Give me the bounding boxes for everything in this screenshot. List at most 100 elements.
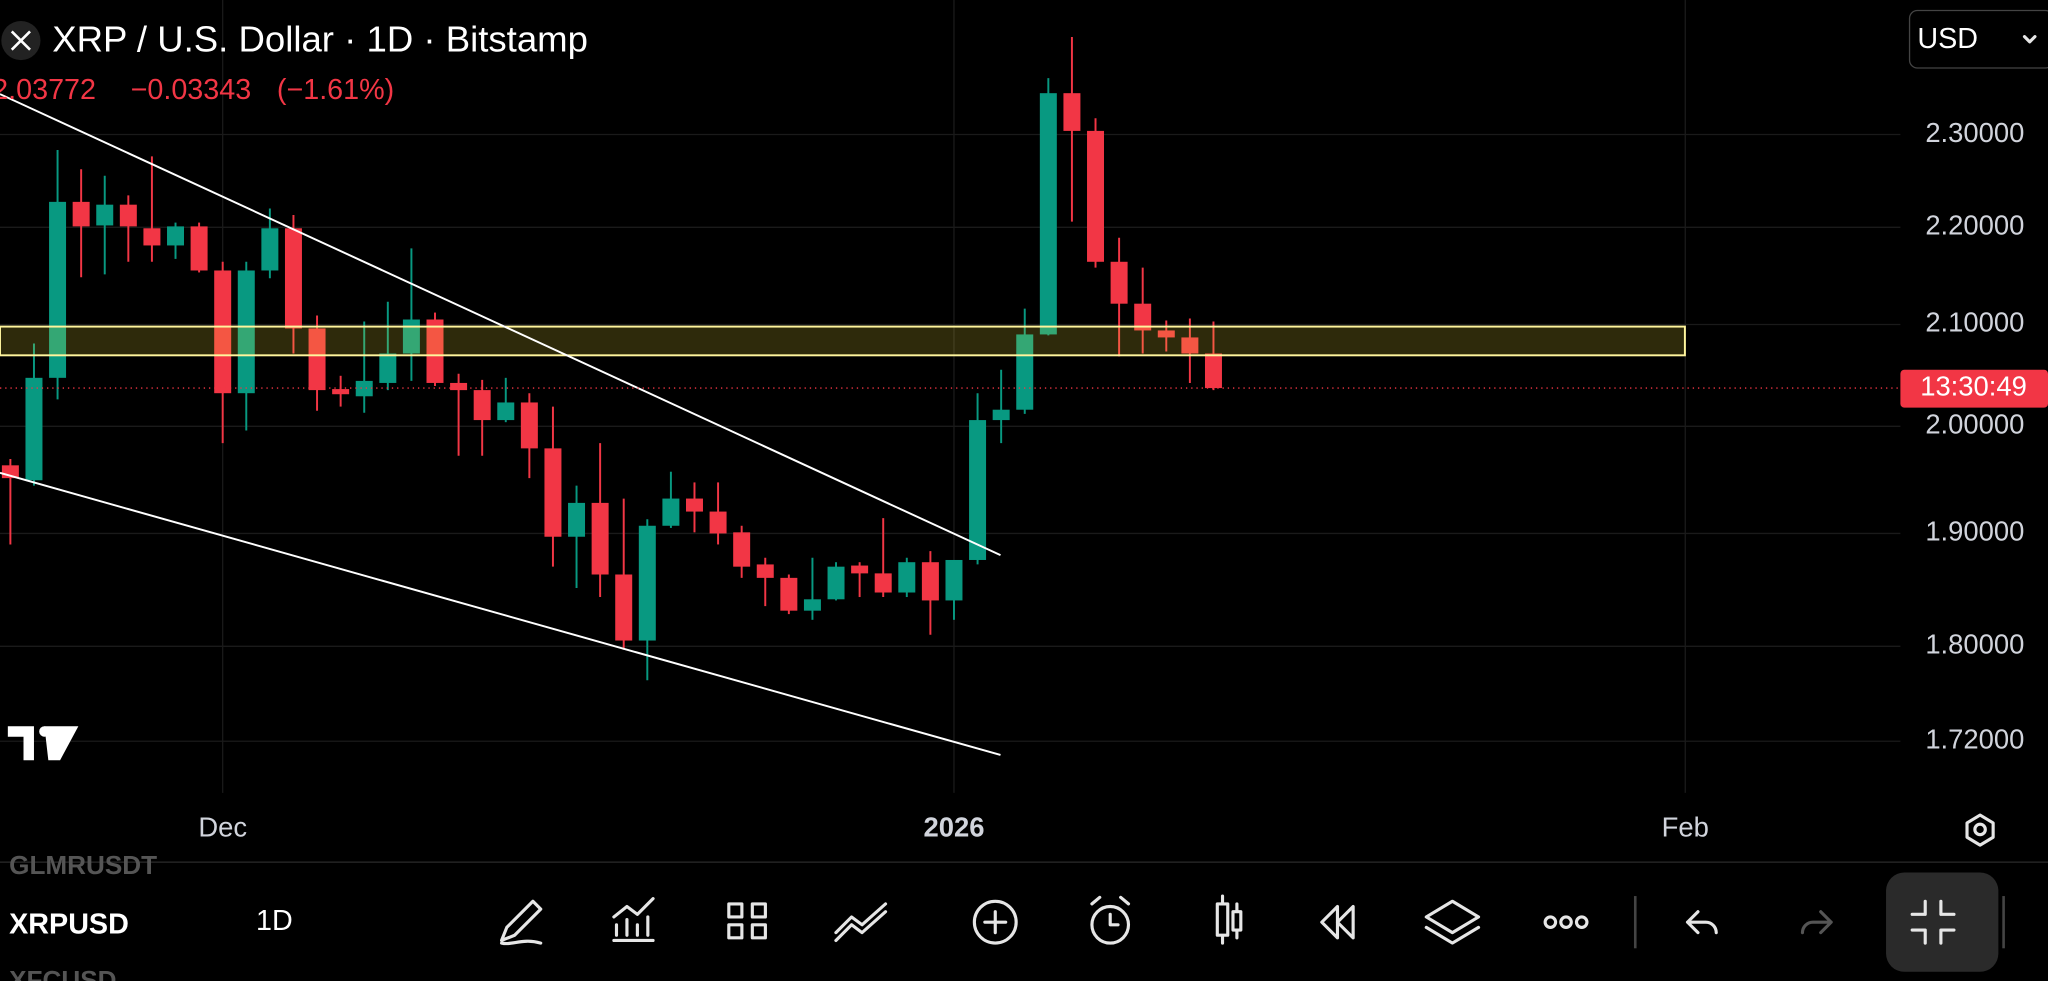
candle-body: [709, 511, 727, 534]
close-icon: [10, 30, 31, 51]
candle-body: [426, 319, 444, 383]
logo-dot: [39, 726, 50, 737]
candle-body: [214, 270, 232, 394]
current-symbol[interactable]: XRPUSD: [9, 909, 129, 941]
candle-body: [473, 390, 491, 421]
x-tick-label: Feb: [1662, 812, 1709, 843]
trend-line: [0, 93, 1001, 557]
candle-body: [921, 562, 939, 601]
candle-body: [72, 201, 90, 227]
chart-type-tool[interactable]: [1215, 894, 1243, 945]
logo: [7, 726, 79, 761]
candle-body: [96, 204, 114, 226]
candle-body: [945, 559, 963, 601]
x-tick-label: 2026: [923, 812, 984, 843]
candle-body: [1204, 353, 1222, 389]
candle-body: [379, 353, 397, 383]
candle-body: [898, 562, 916, 593]
collapse-icon: [1910, 899, 1956, 945]
candle-body: [615, 574, 633, 641]
candle-body: [780, 577, 798, 611]
y-tick-label: 2.00000: [1925, 409, 2024, 440]
add-icon: [983, 910, 1008, 935]
candle-body: [874, 573, 892, 593]
zone-highlight: [0, 325, 1686, 357]
candle-body: [1016, 334, 1034, 410]
candle-body: [402, 319, 420, 354]
candle-body: [520, 402, 538, 449]
more-tool[interactable]: [1543, 915, 1558, 929]
y-tick-label: 1.80000: [1925, 629, 2024, 660]
candle-body: [1157, 330, 1175, 338]
alert-tool[interactable]: [1090, 904, 1131, 945]
candle-body: [851, 565, 869, 574]
more-tool-dot: [1559, 915, 1573, 929]
candle-body: [662, 498, 680, 526]
indicators-tool[interactable]: [612, 897, 655, 943]
candle-body: [25, 377, 43, 481]
trend-line: [0, 471, 1001, 756]
y-tick-label: 2.10000: [1925, 307, 2024, 338]
candle-body: [450, 382, 468, 391]
redo-tool[interactable]: [1800, 910, 1833, 935]
candle-body: [544, 448, 562, 537]
settings-icon[interactable]: [1965, 813, 1995, 847]
y-tick-label: 2.20000: [1925, 210, 2024, 241]
price-change: −0.03343: [131, 74, 252, 106]
alert-icon: [1090, 895, 1131, 927]
candle-body: [568, 502, 586, 537]
candle-body: [827, 566, 845, 600]
settings-icon-dot: [1973, 822, 1987, 837]
layout-tool[interactable]: [727, 902, 767, 940]
candle-body: [733, 532, 751, 567]
candle-body: [1087, 130, 1105, 262]
prev-symbol[interactable]: GLMRUSDT: [9, 850, 157, 880]
candle-body: [119, 204, 137, 227]
y-tick-label: 1.90000: [1925, 516, 2024, 547]
candle-body: [143, 228, 161, 246]
candle-body: [167, 226, 185, 246]
y-tick-label: 1.72000: [1925, 723, 2024, 754]
plot-area: [0, 0, 1901, 793]
price-change-pct: (−1.61%): [277, 74, 394, 106]
compare-tool[interactable]: [834, 902, 888, 943]
next-symbol[interactable]: XFCUSD: [9, 965, 116, 981]
candle-body: [685, 498, 703, 512]
candle-body: [1063, 93, 1081, 131]
candle-body: [1110, 261, 1128, 304]
countdown-label: 13:30:49: [1920, 370, 2027, 401]
last-price: 2.03772: [0, 74, 96, 106]
candle-body: [332, 389, 350, 395]
candle-body: [1039, 93, 1057, 335]
candle-body: [497, 402, 515, 421]
candle-body: [591, 502, 609, 575]
candle-body: [756, 564, 774, 578]
currency-label: USD: [1917, 23, 1978, 55]
candle-body: [1181, 337, 1199, 354]
countdown-badge: [1900, 369, 2048, 408]
add-tool[interactable]: [972, 899, 1018, 945]
overlay: 1.72000 1.80000 1.90000 2.00000 2.10000 2.200…: [0, 117, 2048, 843]
candle-body: [355, 380, 373, 397]
candle-body: [284, 228, 302, 329]
x-tick-label: Dec: [198, 812, 247, 843]
draw-tool[interactable]: [499, 899, 543, 946]
layers-tool[interactable]: [1424, 899, 1481, 945]
candle-body: [992, 409, 1010, 421]
fullscreen-toggle[interactable]: [1886, 872, 1999, 972]
candle-body: [1134, 303, 1152, 331]
replay-tool[interactable]: [1320, 904, 1355, 940]
candle-body: [190, 226, 208, 271]
currency-select[interactable]: [1908, 9, 2048, 69]
chevron-icon: [2022, 35, 2037, 44]
interval-button[interactable]: 1D: [256, 905, 293, 937]
candle-body: [49, 201, 67, 378]
candle-body: [969, 420, 987, 560]
symbol-title: XRP / U.S. Dollar · 1D · Bitstamp: [52, 19, 588, 60]
y-tick-label: 2.30000: [1925, 117, 2024, 148]
undo-tool[interactable]: [1685, 910, 1718, 935]
